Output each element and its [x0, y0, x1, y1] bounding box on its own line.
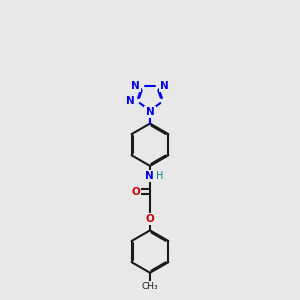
Text: N: N	[146, 107, 154, 117]
Text: N: N	[126, 96, 135, 106]
Text: O: O	[146, 214, 154, 224]
Text: O: O	[131, 187, 140, 196]
Text: CH₃: CH₃	[142, 282, 158, 291]
Text: N: N	[131, 81, 140, 91]
Text: N: N	[160, 81, 169, 91]
Text: N: N	[145, 171, 154, 181]
Text: H: H	[157, 171, 164, 181]
